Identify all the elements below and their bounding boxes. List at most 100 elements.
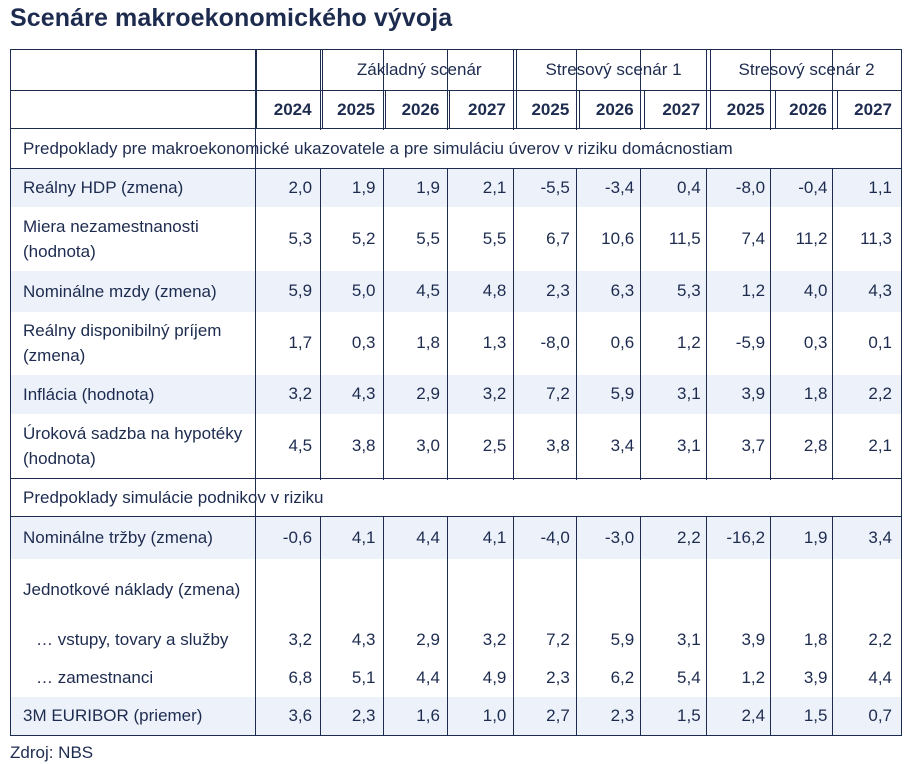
table-cell: 3,2 xyxy=(288,629,313,649)
table-cell: 1,9 xyxy=(385,168,450,207)
table-cell: 1,5 xyxy=(644,696,711,735)
table-cell xyxy=(644,559,710,621)
table-cell: 2,3 xyxy=(546,667,570,687)
table-cell: 2,8 xyxy=(803,435,828,455)
table-cell: 1,7 xyxy=(288,333,313,352)
header-corner xyxy=(10,90,257,129)
table-cell: 2,9 xyxy=(416,629,440,649)
header-year: 2025 xyxy=(321,90,386,129)
table-cell: 3,6 xyxy=(256,696,323,735)
header-year: 2027 xyxy=(836,90,902,129)
table-cell: 1,8 xyxy=(416,333,440,352)
table-cell: 5,3 xyxy=(644,270,711,312)
table-cell: 5,4 xyxy=(677,667,701,687)
table-cell: 4,9 xyxy=(482,667,507,687)
table-cell xyxy=(775,559,837,621)
page-title: Scenáre makroekonomického vývoja xyxy=(10,4,453,32)
table-cell: 11,3 xyxy=(860,228,892,248)
row-label: Úroková sadzba na hypotéky (hodnota) xyxy=(23,423,243,468)
table-cell: -16,2 xyxy=(710,516,776,559)
header-row-years: 2024 2025 2026 2027 2025 2026 2027 2025 2026 2027 xyxy=(10,90,902,129)
table-cell: 2,3 xyxy=(579,696,645,735)
table-cell: 1,9 xyxy=(775,516,838,559)
table-cell: 3,7 xyxy=(741,435,766,455)
table-row: Nominálne tržby (zmena) -0,6 4,1 4,4 4,1 -4,0… xyxy=(10,516,902,559)
table-cell: 3,2 xyxy=(482,629,507,649)
table-cell: 5,9 xyxy=(579,374,645,414)
table-cell: -5,5 xyxy=(516,168,580,207)
table-cell: 4,5 xyxy=(288,435,313,455)
header-year: 2026 xyxy=(579,90,645,129)
grid-line xyxy=(320,49,321,736)
table-cell: 1,8 xyxy=(803,629,828,649)
table-cell: 4,8 xyxy=(449,270,517,312)
table-cell: 3,0 xyxy=(416,435,440,455)
table-cell: 6,7 xyxy=(546,228,570,248)
table-cell: 4,0 xyxy=(775,270,838,312)
table-row: Úroková sadzba na hypotéky (hodnota) 4,5 3… xyxy=(10,414,902,479)
table-cell: -5,9 xyxy=(735,333,766,352)
row-label: Inflácia (hodnota) xyxy=(10,374,257,414)
table-cell: 4,4 xyxy=(416,667,440,687)
table-cell: -3,0 xyxy=(579,516,645,559)
table-cell: 0,3 xyxy=(803,333,828,352)
source-note: Zdroj: NBS xyxy=(10,743,94,762)
table-cell: 3,8 xyxy=(351,435,376,455)
table-cell: 5,9 xyxy=(256,270,323,312)
table-row: … vstupy, tovary a služby 3,2 4,3 2,9 3,2 7,2… xyxy=(10,621,902,659)
table-cell xyxy=(257,559,322,621)
table-cell: -8,0 xyxy=(710,168,776,207)
table-cell: 3,1 xyxy=(644,374,711,414)
table-cell: 7,2 xyxy=(516,374,580,414)
table-cell: 2,2 xyxy=(837,374,902,414)
header-year: 2027 xyxy=(449,90,517,129)
table-cell: 1,2 xyxy=(710,270,776,312)
table-cell: 10,6 xyxy=(601,228,635,248)
table-cell: -4,0 xyxy=(516,516,580,559)
table-cell: 1,6 xyxy=(385,696,450,735)
table-cell: 6,8 xyxy=(288,667,313,687)
table-cell xyxy=(450,559,516,621)
table-cell: 0,7 xyxy=(837,696,902,735)
table-cell: 1,2 xyxy=(677,333,701,352)
row-label: Miera nezamestnanosti (hodnota) xyxy=(23,216,199,261)
table-cell: -3,4 xyxy=(579,168,645,207)
header-group-stress1: Stresový scenár 1 xyxy=(515,49,711,91)
row-label: Reálny HDP (zmena) xyxy=(10,168,257,207)
grid-line xyxy=(832,49,833,736)
table-cell: 1,2 xyxy=(741,667,766,687)
table-cell: 1,3 xyxy=(482,333,507,352)
row-label: Reálny disponibilný príjem (zmena) xyxy=(23,321,222,365)
table-cell: 4,1 xyxy=(322,516,386,559)
table-cell: 1,8 xyxy=(775,374,838,414)
table-cell: 3,1 xyxy=(677,435,701,455)
table-cell: -8,0 xyxy=(540,333,570,352)
table-cell: 2,1 xyxy=(868,435,892,455)
table-cell xyxy=(711,559,775,621)
table-row: … zamestnanci 6,8 5,1 4,4 4,9 2,3 6,2 5,4 1,2 3,9… xyxy=(10,659,902,697)
table-row: Miera nezamestnanosti (hodnota) 5,3 5,2 5,5… xyxy=(10,207,902,271)
table-row: Jednotkové náklady (zmena) xyxy=(10,559,902,621)
table-cell: 2,2 xyxy=(644,516,711,559)
row-label: Jednotkové náklady (zmena) xyxy=(23,580,241,599)
row-label: Nominálne tržby (zmena) xyxy=(10,516,257,559)
header-row-scenarios: Základný scenár Stresový scenár 1 Streso… xyxy=(10,49,902,91)
table-cell: 3,4 xyxy=(610,435,635,455)
header-group-stress2: Stresový scenár 2 xyxy=(710,49,902,91)
table-cell: 1,5 xyxy=(775,696,838,735)
grid-line xyxy=(770,49,771,736)
table-row: Nominálne mzdy (zmena) 5,9 5,0 4,5 4,8 2,3 6,3… xyxy=(10,270,902,312)
table-cell: 0,4 xyxy=(644,168,711,207)
header-group-base: Základný scenár xyxy=(321,49,517,91)
table-cell: 4,3 xyxy=(351,629,376,649)
table-cell: 1,0 xyxy=(449,696,517,735)
table-cell: 2,7 xyxy=(516,696,580,735)
table-cell: 2,5 xyxy=(482,435,507,455)
table-cell: 5,0 xyxy=(322,270,386,312)
table-cell: 3,8 xyxy=(546,435,570,455)
table-cell: 2,4 xyxy=(710,696,776,735)
row-label: … vstupy, tovary a služby xyxy=(36,630,229,649)
table-cell: 5,5 xyxy=(416,228,440,248)
table-cell: 5,3 xyxy=(288,228,313,248)
header-year: 2027 xyxy=(643,90,711,129)
